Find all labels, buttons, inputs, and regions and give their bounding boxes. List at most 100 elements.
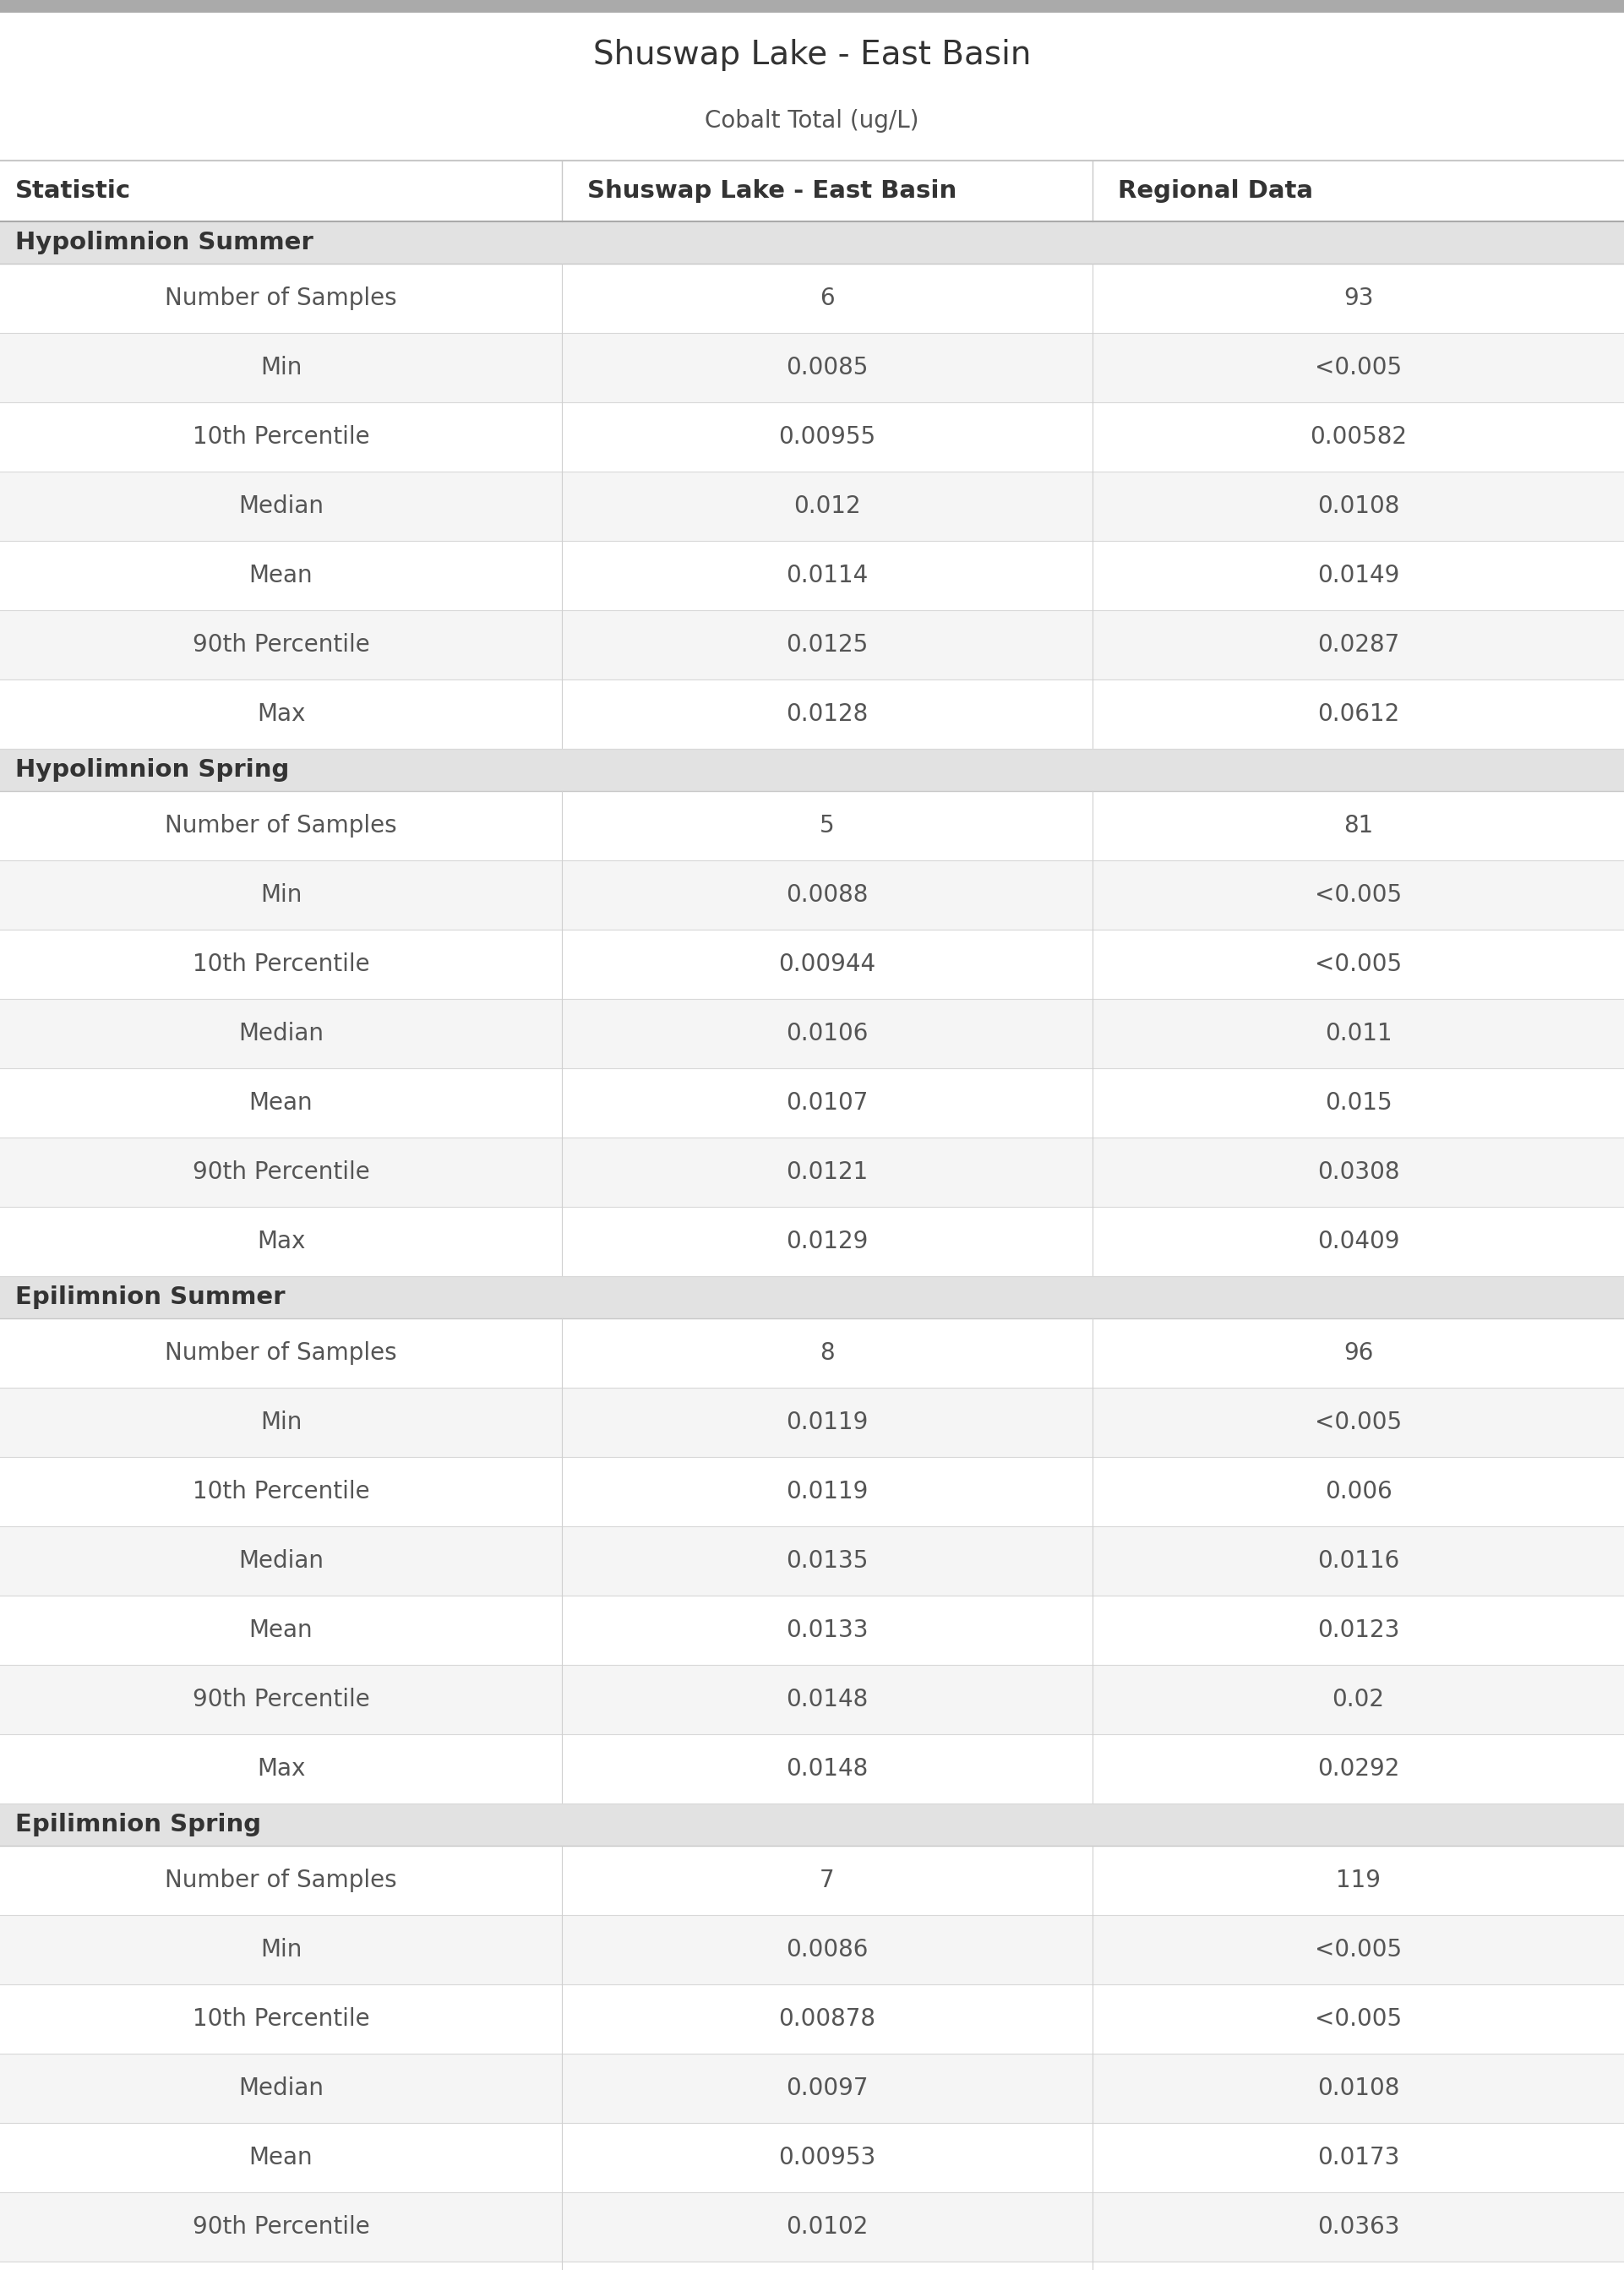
- Bar: [0, 1457, 1624, 1525]
- Text: 0.0148: 0.0148: [786, 1687, 869, 1712]
- Text: 0.0107: 0.0107: [786, 1092, 869, 1115]
- Text: Number of Samples: Number of Samples: [166, 286, 396, 311]
- Text: 90th Percentile: 90th Percentile: [192, 1160, 370, 1185]
- Text: 0.00955: 0.00955: [778, 424, 875, 449]
- Text: 5: 5: [820, 815, 835, 838]
- Bar: [0, 1208, 1624, 1276]
- Text: 0.0173: 0.0173: [1317, 2145, 1400, 2170]
- Text: Number of Samples: Number of Samples: [166, 1342, 396, 1364]
- Text: 0.0409: 0.0409: [1317, 1230, 1400, 1253]
- Text: 0.012: 0.012: [794, 495, 861, 518]
- Bar: [0, 860, 1624, 931]
- Text: <0.005: <0.005: [1315, 883, 1402, 906]
- Bar: [0, 1664, 1624, 1734]
- Text: 0.0097: 0.0097: [786, 2077, 869, 2100]
- Bar: [0, 14, 1624, 161]
- Text: 0.0149: 0.0149: [1317, 563, 1400, 588]
- Text: Mean: Mean: [248, 1092, 313, 1115]
- Text: 0.0135: 0.0135: [786, 1548, 869, 1573]
- Text: 0.0121: 0.0121: [786, 1160, 869, 1185]
- Text: 6: 6: [820, 286, 835, 311]
- Text: 0.0108: 0.0108: [1317, 2077, 1400, 2100]
- Text: Min: Min: [260, 883, 302, 906]
- Text: 0.011: 0.011: [1325, 1022, 1392, 1046]
- Text: Hypolimnion Spring: Hypolimnion Spring: [15, 758, 289, 781]
- Text: <0.005: <0.005: [1315, 1939, 1402, 1961]
- Text: 119: 119: [1337, 1868, 1380, 1893]
- Bar: [0, 1137, 1624, 1208]
- Bar: [0, 999, 1624, 1069]
- Text: Median: Median: [239, 1022, 323, 1046]
- Bar: [0, 1734, 1624, 1802]
- Bar: [0, 1802, 1624, 1846]
- Text: 0.0114: 0.0114: [786, 563, 869, 588]
- Text: 0.0086: 0.0086: [786, 1939, 869, 1961]
- Text: Shuswap Lake - East Basin: Shuswap Lake - East Basin: [588, 179, 957, 202]
- Text: 0.00582: 0.00582: [1309, 424, 1406, 449]
- Text: 90th Percentile: 90th Percentile: [192, 633, 370, 656]
- Text: 0.006: 0.006: [1325, 1480, 1392, 1503]
- Bar: [0, 790, 1624, 860]
- Text: 0.0363: 0.0363: [1317, 2216, 1400, 2238]
- Text: 10th Percentile: 10th Percentile: [192, 424, 370, 449]
- Text: 0.0133: 0.0133: [786, 1619, 869, 1641]
- Text: Mean: Mean: [248, 2145, 313, 2170]
- Text: 0.0612: 0.0612: [1317, 701, 1400, 726]
- Text: <0.005: <0.005: [1315, 953, 1402, 976]
- Text: Number of Samples: Number of Samples: [166, 815, 396, 838]
- Text: 90th Percentile: 90th Percentile: [192, 1687, 370, 1712]
- Bar: [0, 2193, 1624, 2261]
- Text: <0.005: <0.005: [1315, 356, 1402, 379]
- Bar: [0, 161, 1624, 222]
- Text: 0.0129: 0.0129: [786, 1230, 869, 1253]
- Bar: [0, 1319, 1624, 1387]
- Text: 81: 81: [1343, 815, 1374, 838]
- Bar: [0, 2261, 1624, 2270]
- Bar: [0, 611, 1624, 679]
- Text: 0.0125: 0.0125: [786, 633, 869, 656]
- Text: 0.0123: 0.0123: [1317, 1619, 1400, 1641]
- Text: Number of Samples: Number of Samples: [166, 1868, 396, 1893]
- Bar: [0, 1984, 1624, 2054]
- Bar: [0, 2054, 1624, 2122]
- Text: 0.0088: 0.0088: [786, 883, 869, 906]
- Text: 0.0116: 0.0116: [1317, 1548, 1400, 1573]
- Text: Regional Data: Regional Data: [1117, 179, 1314, 202]
- Text: Statistic: Statistic: [15, 179, 132, 202]
- Bar: [0, 1387, 1624, 1457]
- Text: Min: Min: [260, 1410, 302, 1435]
- Text: 0.02: 0.02: [1332, 1687, 1384, 1712]
- Text: 96: 96: [1343, 1342, 1374, 1364]
- Text: Shuswap Lake - East Basin: Shuswap Lake - East Basin: [593, 39, 1031, 70]
- Bar: [0, 0, 1624, 14]
- Bar: [0, 931, 1624, 999]
- Text: Median: Median: [239, 2077, 323, 2100]
- Bar: [0, 402, 1624, 472]
- Text: 0.0119: 0.0119: [786, 1410, 869, 1435]
- Text: Mean: Mean: [248, 563, 313, 588]
- Bar: [0, 1916, 1624, 1984]
- Bar: [0, 1596, 1624, 1664]
- Text: Max: Max: [257, 1757, 305, 1780]
- Text: 0.0102: 0.0102: [786, 2216, 869, 2238]
- Bar: [0, 472, 1624, 540]
- Text: 93: 93: [1343, 286, 1374, 311]
- Bar: [0, 222, 1624, 263]
- Text: 0.00878: 0.00878: [778, 2007, 875, 2032]
- Text: Hypolimnion Summer: Hypolimnion Summer: [15, 232, 313, 254]
- Text: 0.0308: 0.0308: [1317, 1160, 1400, 1185]
- Text: 10th Percentile: 10th Percentile: [192, 2007, 370, 2032]
- Text: 0.0085: 0.0085: [786, 356, 869, 379]
- Bar: [0, 1069, 1624, 1137]
- Text: Max: Max: [257, 1230, 305, 1253]
- Text: 0.00944: 0.00944: [778, 953, 875, 976]
- Text: Median: Median: [239, 495, 323, 518]
- Bar: [0, 1846, 1624, 1916]
- Text: Epilimnion Spring: Epilimnion Spring: [15, 1814, 261, 1836]
- Text: <0.005: <0.005: [1315, 1410, 1402, 1435]
- Text: 0.0148: 0.0148: [786, 1757, 869, 1780]
- Text: 0.0128: 0.0128: [786, 701, 869, 726]
- Bar: [0, 263, 1624, 334]
- Text: Epilimnion Summer: Epilimnion Summer: [15, 1285, 286, 1310]
- Text: 10th Percentile: 10th Percentile: [192, 1480, 370, 1503]
